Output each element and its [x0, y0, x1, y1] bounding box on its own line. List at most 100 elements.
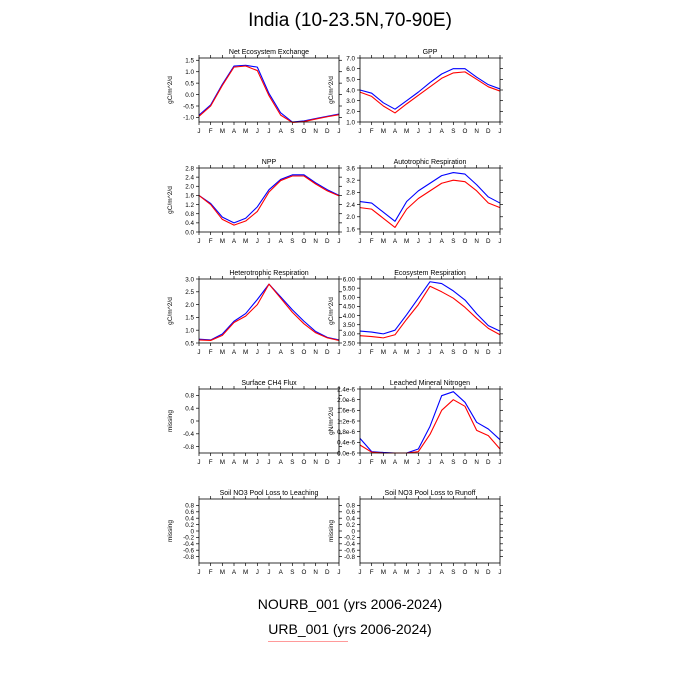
x-tick-label: M: [381, 128, 386, 135]
series-line-urb: [198, 283, 340, 341]
x-tick-label: M: [404, 569, 409, 576]
y-tick-label: 2.0: [185, 302, 194, 309]
x-tick-label: D: [486, 459, 491, 466]
y-axis-label: missing: [167, 520, 174, 542]
y-tick-label: 1.0: [185, 69, 194, 76]
x-tick-label: J: [337, 459, 340, 466]
x-tick-label: D: [486, 128, 491, 135]
y-tick-label: -0.5: [183, 103, 194, 110]
x-tick-label: J: [267, 238, 270, 245]
y-tick-label: 7.0: [346, 55, 355, 62]
x-tick-label: D: [325, 569, 330, 576]
plot-frame: [198, 498, 340, 564]
series-line-nourb: [359, 391, 501, 454]
x-tick-label: N: [313, 238, 318, 245]
y-tick-label: -0.8: [183, 444, 194, 451]
x-tick-label: J: [197, 569, 200, 576]
y-tick-label: 0.2: [346, 522, 355, 529]
x-tick-label: D: [325, 238, 330, 245]
legend-swatch-urb: [268, 641, 348, 642]
y-axis-label: gN/m^2/d: [328, 407, 335, 435]
x-tick-label: N: [313, 349, 318, 356]
y-axis-label: missing: [167, 410, 174, 432]
y-tick-label: 0.4: [185, 406, 194, 413]
panel-title: NPP: [262, 159, 277, 166]
x-tick-label: D: [325, 349, 330, 356]
x-tick-label: A: [232, 459, 237, 466]
series-line-nourb: [359, 68, 501, 110]
y-tick-label: 4.50: [343, 304, 356, 311]
y-tick-label: 0: [190, 528, 194, 535]
y-axis-label: gC/m^2/d: [328, 76, 335, 104]
y-tick-label: -0.4: [183, 541, 194, 548]
plot-frame: [198, 388, 340, 454]
y-tick-label: 5.0: [346, 77, 355, 84]
y-tick-label: 0.6: [346, 509, 355, 516]
x-tick-label: M: [404, 349, 409, 356]
panel-title: Soil NO3 Pool Loss to Runoff: [385, 490, 476, 497]
y-tick-label: 3.0: [346, 98, 355, 105]
legend-entry-nourb: NOURB_001 (yrs 2006-2024): [257, 596, 443, 612]
x-tick-label: A: [279, 349, 284, 356]
series-line-urb: [359, 179, 501, 228]
x-tick-label: O: [463, 128, 468, 135]
x-tick-label: F: [209, 349, 213, 356]
x-tick-label: J: [256, 238, 259, 245]
x-tick-label: F: [370, 349, 374, 356]
x-tick-label: J: [358, 569, 361, 576]
x-tick-label: A: [440, 238, 445, 245]
x-tick-label: D: [325, 128, 330, 135]
y-tick-label: 3.0: [185, 276, 194, 283]
plot-frame: [359, 278, 501, 344]
x-tick-label: A: [393, 459, 398, 466]
x-tick-label: O: [302, 459, 307, 466]
y-tick-label: 0.6: [185, 509, 194, 516]
x-tick-label: S: [451, 349, 455, 356]
x-tick-label: O: [302, 238, 307, 245]
x-tick-label: N: [313, 128, 318, 135]
x-tick-label: J: [428, 349, 431, 356]
panel-7: Leached Mineral Nitrogen 0.0e-6 0.4e-6 0.8e…: [328, 380, 503, 466]
y-tick-label: 1.6e-6: [337, 408, 355, 415]
x-tick-label: M: [404, 459, 409, 466]
x-tick-label: M: [220, 128, 225, 135]
series-line-nourb: [359, 281, 501, 335]
x-tick-label: J: [197, 349, 200, 356]
x-tick-label: D: [486, 238, 491, 245]
y-axis-label: missing: [328, 520, 335, 542]
x-tick-label: J: [337, 238, 340, 245]
x-tick-label: A: [279, 128, 284, 135]
plot-frame: [198, 167, 340, 233]
x-tick-label: F: [209, 569, 213, 576]
x-tick-label: J: [358, 238, 361, 245]
y-tick-label: 0: [190, 418, 194, 425]
y-tick-label: 3.50: [343, 322, 356, 329]
x-tick-label: F: [209, 459, 213, 466]
x-tick-label: S: [290, 349, 294, 356]
x-tick-label: J: [197, 459, 200, 466]
x-tick-label: J: [256, 128, 259, 135]
y-tick-label: 3.2: [346, 177, 355, 184]
y-tick-label: 2.8: [185, 165, 194, 172]
panel-title: Ecosystem Respiration: [394, 270, 466, 277]
x-tick-label: J: [267, 128, 270, 135]
y-tick-label: 2.4e-6: [337, 386, 355, 393]
x-tick-label: M: [243, 238, 248, 245]
y-tick-label: 0.8e-6: [337, 429, 355, 436]
series-line-nourb: [198, 64, 340, 123]
y-axis-label: gC/m^2/d: [167, 186, 174, 214]
y-tick-label: 5.50: [343, 285, 356, 292]
plot-frame: [359, 388, 501, 454]
x-tick-label: O: [463, 459, 468, 466]
x-tick-label: A: [232, 569, 237, 576]
plot-frame: [198, 57, 340, 123]
x-tick-label: A: [393, 569, 398, 576]
y-tick-label: 0: [351, 528, 355, 535]
panel-title: Surface CH4 Flux: [241, 380, 297, 387]
y-tick-label: 2.0: [346, 109, 355, 116]
y-tick-label: 2.5: [185, 289, 194, 296]
x-tick-label: M: [220, 569, 225, 576]
y-tick-label: -0.4: [183, 431, 194, 438]
series-line-urb: [198, 175, 340, 226]
